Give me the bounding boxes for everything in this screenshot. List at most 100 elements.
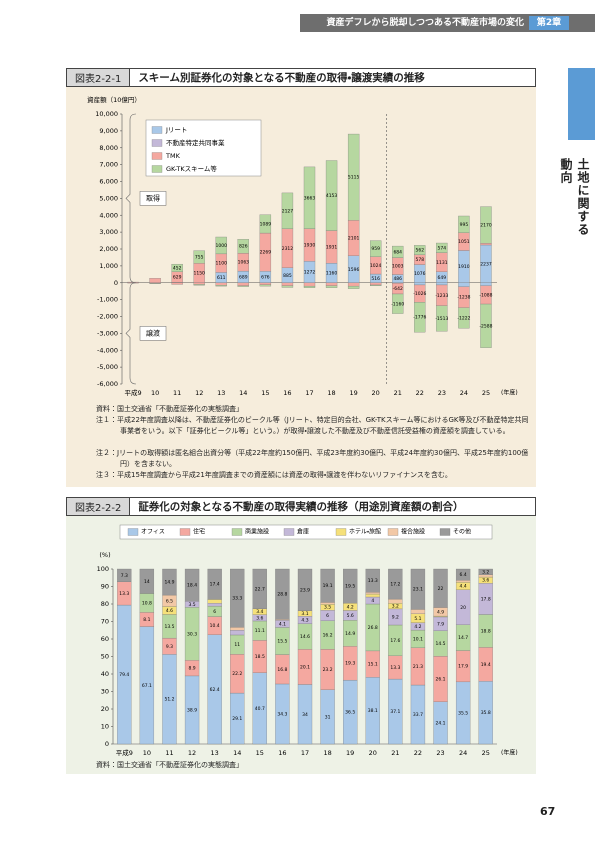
annotation-box [139,326,167,341]
bar-segment [458,282,470,287]
data-label: 629 [173,275,182,281]
figure-header: 図表2-2-1 スキーム別証券化の対象となる不動産の取得・譲渡実績の推移 [66,68,536,87]
y-tick-label: 8,000 [99,144,118,152]
data-label: 611 [217,275,226,281]
data-label: 1100 [216,261,228,267]
data-label: 33.3 [232,596,242,602]
data-label: 14.9 [345,631,355,637]
x-tick-label: 16 [278,749,286,757]
bar-segment [480,206,492,244]
data-label: 22 [438,586,444,592]
data-label: 17.9 [458,664,468,670]
y-tick-label: -1,000 [97,296,118,304]
data-label: 67.1 [142,683,152,689]
bar-segment [370,282,382,286]
y-tick-label: 5,000 [99,194,118,202]
x-tick-label: 19 [349,389,357,397]
legend-label: 住宅 [193,528,205,536]
bar-segment [230,627,245,631]
data-label: 2269 [260,250,272,256]
x-tick-label: 15 [256,749,264,757]
data-label: 885 [283,273,292,279]
legend-label: 倉庫 [297,528,309,536]
bar-segment [436,242,448,253]
data-label: 20.1 [300,664,310,670]
bar-segment [480,243,492,246]
data-label: 3.5 [188,602,195,608]
bar-segment [275,568,290,620]
data-label: 8.1 [143,617,150,623]
data-label: 13.3 [390,665,400,671]
legend-swatch [335,528,347,536]
data-label: 17.4 [210,582,220,588]
y-tick-label: 3,000 [99,228,118,236]
y-tick-label: -4,000 [97,346,118,354]
data-label: 1150 [193,271,205,277]
note: 注３：平成15年度調査から平成21年度調査までの資産額には資産の取得・譲渡を伴わ… [96,471,452,479]
data-label: 6.5 [166,598,173,604]
data-label: 22.7 [255,586,265,592]
data-label: 2170 [480,222,492,228]
data-label: 4.2 [347,604,354,610]
data-label: 36.5 [345,710,355,716]
data-label: 10.4 [210,623,220,629]
bar-segment [370,284,382,287]
bar-segment [347,282,360,287]
x-tick-label: 21 [394,389,402,397]
x-tick-label: 12 [188,749,196,757]
bar-segment [347,285,360,289]
data-label: 452 [173,265,182,271]
bar-segment [436,305,448,332]
bar-segment [455,580,471,583]
header-bar [300,14,595,32]
legend-label: 複合施設 [401,528,425,536]
data-label: 19.1 [323,583,333,589]
data-label: 3.6 [256,615,263,621]
data-label: 826 [239,244,248,250]
data-label: 5115 [348,175,360,181]
data-label: 4.9 [437,609,444,615]
legend-swatch [151,165,163,173]
bar-segment [207,603,222,607]
x-unit: (年度) [501,389,518,397]
bar-segment [458,307,470,329]
data-label: 755 [195,254,204,260]
data-label: 995 [460,222,469,228]
data-label: 14.9 [164,580,174,586]
bar-segment [149,278,161,283]
data-label: 11 [234,642,240,648]
x-tick-label: 20 [372,389,380,397]
data-label: 1160 [326,270,338,276]
data-label: 14.6 [300,634,310,640]
y-tick-label: 1,000 [99,262,118,270]
data-label: -1776 [413,315,426,321]
data-label: 14.7 [458,635,468,641]
bar-segment [365,593,380,598]
bar-segment [455,568,471,581]
bar-segment [139,568,155,594]
data-label: 1930 [304,243,316,249]
bar-segment [230,568,245,628]
y-tick-label: 30 [101,688,109,696]
data-label: 23.9 [300,587,310,593]
bar-segment [325,160,338,231]
brace [125,113,137,284]
legend-label: オフィス [141,529,165,536]
y-tick-label: -5,000 [97,363,118,371]
x-tick-label: 22 [414,749,422,757]
side-tab: 土地に関する動向 [559,158,590,236]
data-label: 15.5 [277,639,287,645]
y-tick-label: 20 [101,705,109,713]
legend-swatch [231,528,243,536]
x-tick-label: 24 [460,389,468,397]
annotation: 譲渡 [146,328,160,337]
data-label: 1931 [326,244,338,250]
x-tick-label: 11 [173,389,181,397]
y-tick-label: 100 [97,565,109,573]
bar-segment [259,282,272,285]
bar-segment [281,285,294,288]
data-label: -2588 [479,323,492,329]
data-label: 14 [144,579,150,585]
bar-segment [215,236,227,255]
y-axis-title: 資産額（10億円） [87,95,141,104]
